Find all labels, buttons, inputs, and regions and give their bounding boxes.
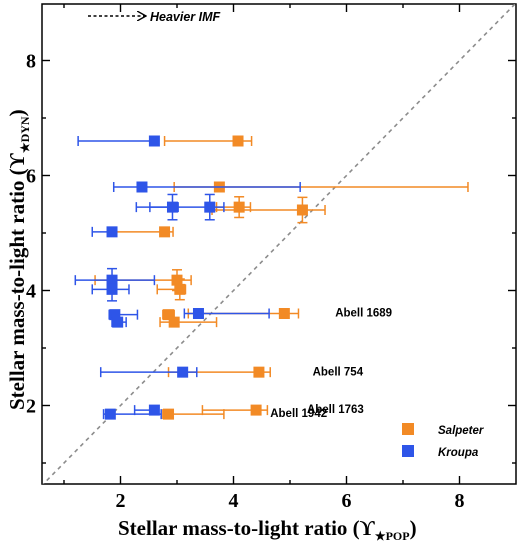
salpeter-marker bbox=[168, 316, 180, 328]
kroupa-marker bbox=[106, 226, 118, 238]
salpeter-point bbox=[162, 309, 175, 321]
kroupa-point bbox=[77, 135, 160, 147]
salpeter-marker bbox=[250, 404, 262, 416]
salpeter-marker bbox=[174, 283, 186, 295]
one-to-one-line bbox=[42, 4, 516, 484]
x-axis-title-subscript: ★POP bbox=[375, 529, 410, 543]
legend: Salpeter Kroupa bbox=[402, 423, 484, 459]
kroupa-point bbox=[135, 193, 225, 221]
kroupa-marker bbox=[177, 366, 189, 378]
y-axis-title-subscript: ★DYN bbox=[18, 116, 32, 153]
salpeter-marker bbox=[163, 309, 175, 321]
imf-annotation: Heavier IMF bbox=[88, 10, 221, 24]
cluster-label: Abell 1689 bbox=[335, 307, 392, 319]
x-tick-label: 4 bbox=[229, 490, 239, 512]
salpeter-point bbox=[162, 408, 225, 420]
salpeter-point bbox=[156, 278, 187, 301]
salpeter-marker bbox=[163, 408, 175, 420]
kroupa-marker bbox=[112, 316, 124, 328]
kroupa-marker bbox=[106, 283, 118, 295]
x-axis-title-main: Stellar mass-to-light ratio (ϒ bbox=[118, 516, 376, 540]
x-tick-label: 8 bbox=[455, 490, 465, 512]
kroupa-point bbox=[112, 181, 301, 193]
legend-salpeter-label: Salpeter bbox=[438, 425, 484, 437]
legend-kroupa-label: Kroupa bbox=[438, 447, 479, 459]
kroupa-point bbox=[99, 366, 198, 378]
kroupa-point bbox=[102, 408, 162, 420]
salpeter-marker bbox=[171, 274, 183, 286]
kroupa-point bbox=[183, 308, 270, 319]
data-points bbox=[74, 135, 469, 420]
salpeter-marker bbox=[278, 308, 290, 319]
salpeter-marker bbox=[253, 366, 265, 378]
y-axis-title: Stellar mass-to-light ratio (ϒ★DYN) bbox=[5, 109, 32, 410]
y-tick-label: 2 bbox=[26, 396, 36, 418]
kroupa-marker bbox=[204, 201, 216, 213]
kroupa-point bbox=[91, 277, 130, 302]
cluster-label: Abell 1763 bbox=[307, 404, 364, 416]
x-tick-label: 2 bbox=[116, 490, 126, 512]
salpeter-marker bbox=[232, 135, 244, 147]
imf-label: Heavier IMF bbox=[150, 10, 221, 24]
x-tick-label: 6 bbox=[342, 490, 352, 512]
kroupa-marker bbox=[104, 408, 116, 420]
salpeter-marker bbox=[296, 204, 308, 216]
cluster-label: Abell 1942 bbox=[270, 408, 327, 420]
axis-ticks bbox=[42, 4, 516, 484]
y-axis-title-main: Stellar mass-to-light ratio (ϒ bbox=[5, 152, 29, 410]
kroupa-marker bbox=[109, 309, 121, 321]
cluster-label: Abell 754 bbox=[313, 367, 364, 379]
kroupa-point bbox=[91, 226, 118, 238]
salpeter-marker bbox=[233, 201, 245, 213]
salpeter-marker bbox=[159, 226, 171, 238]
salpeter-point bbox=[163, 135, 253, 147]
y-tick-label: 4 bbox=[26, 281, 36, 303]
kroupa-marker bbox=[148, 404, 160, 416]
kroupa-marker bbox=[148, 135, 160, 147]
salpeter-point bbox=[159, 316, 218, 328]
y-tick-label: 6 bbox=[26, 166, 36, 188]
legend-kroupa-marker bbox=[402, 445, 414, 457]
axis-tick-labels: 2 4 6 8 2 4 6 8 bbox=[26, 51, 465, 513]
x-axis-title-close: ) bbox=[410, 516, 417, 540]
kroupa-point bbox=[111, 316, 127, 328]
legend-salpeter-marker bbox=[402, 423, 414, 435]
kroupa-marker bbox=[192, 308, 204, 319]
y-axis-title-close: ) bbox=[5, 109, 29, 116]
x-axis-title: Stellar mass-to-light ratio (ϒ★POP) bbox=[118, 516, 417, 543]
y-tick-label: 8 bbox=[26, 51, 36, 73]
kroupa-marker bbox=[136, 181, 148, 193]
salpeter-point bbox=[211, 196, 326, 224]
